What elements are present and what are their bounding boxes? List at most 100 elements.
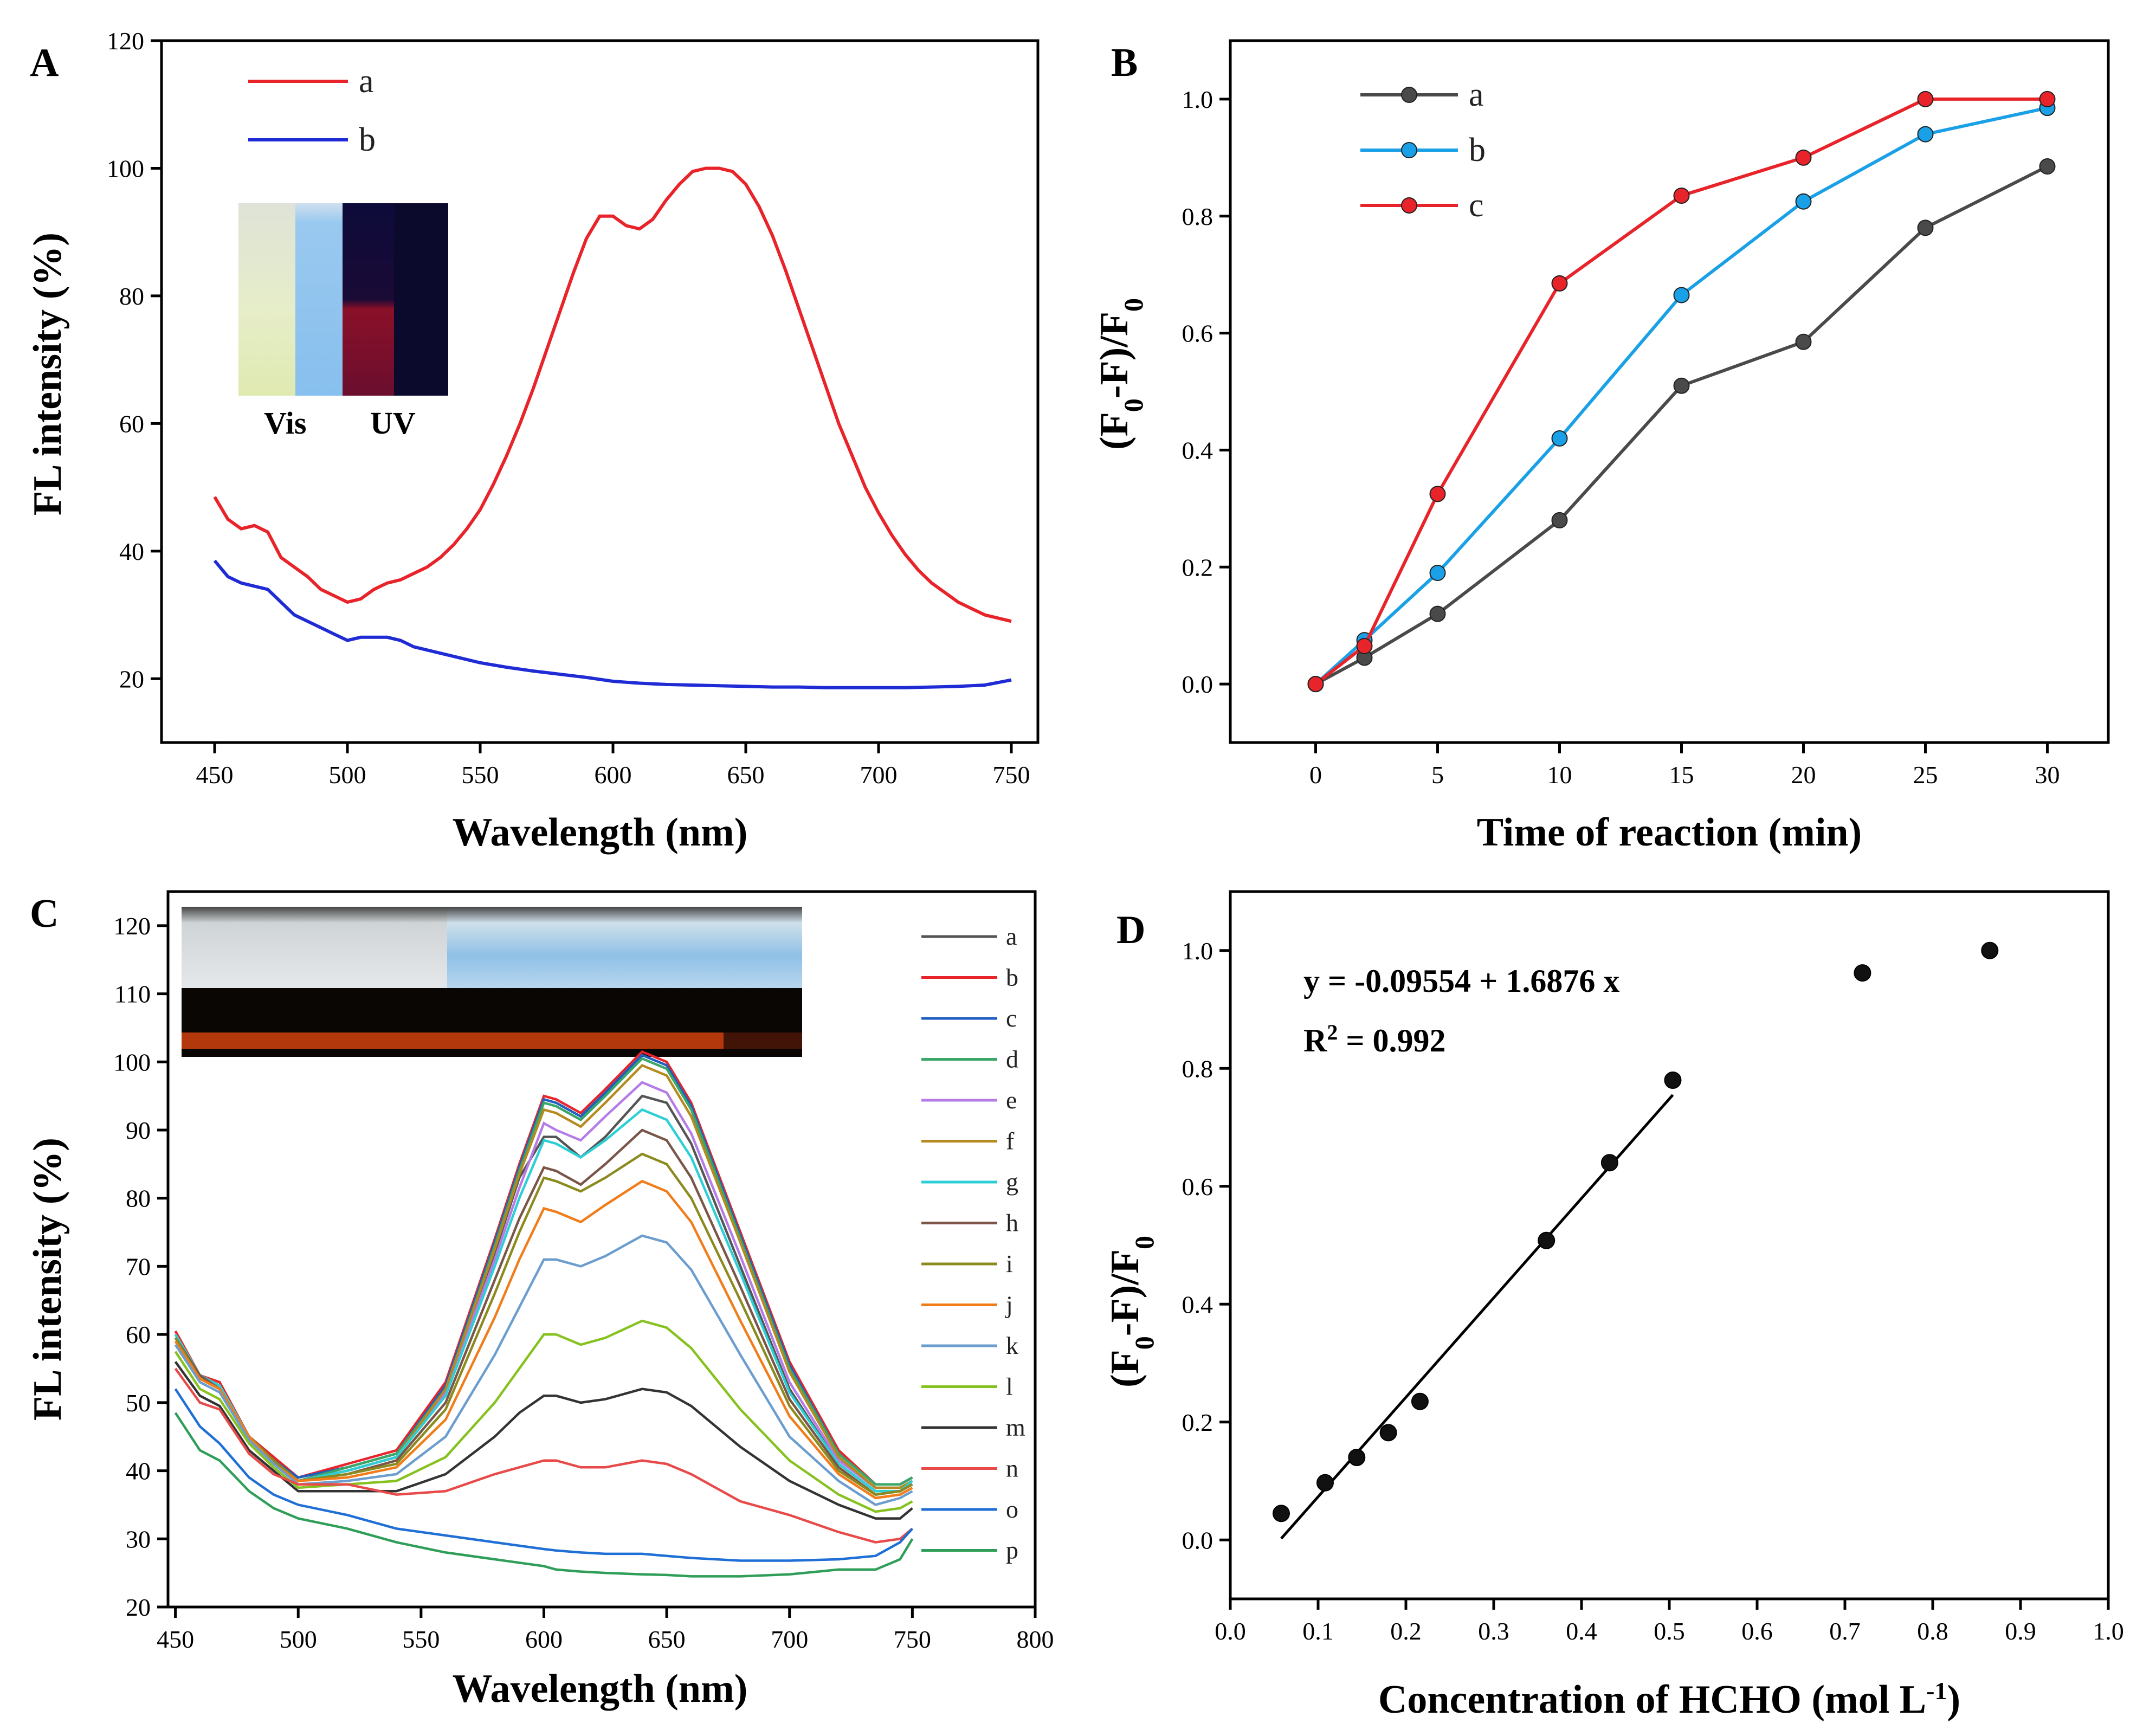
y-tick-label-a: 60 (119, 410, 144, 437)
x-tick-label-b: 10 (1547, 761, 1572, 789)
vial-uv-dark (394, 203, 448, 396)
series-line-b-c (1314, 97, 2048, 686)
legend-label-c-c: c (1006, 1004, 1017, 1032)
x-tick-label-a: 700 (860, 761, 898, 789)
x-tick-label-b: 20 (1791, 761, 1816, 789)
data-point-b-c (1673, 187, 1690, 204)
x-axis-label-b: Time of reaction (min) (1477, 810, 1862, 855)
legend-marker-b-b (1401, 142, 1417, 158)
y-axis-label-d: (F0-F)/F0 (1103, 1236, 1159, 1387)
legend-label-c-d: d (1006, 1046, 1018, 1073)
vials-vis-blue-region (447, 907, 802, 988)
series-line-c-i (174, 1152, 913, 1496)
panel-letter-d: D (1116, 908, 1145, 952)
fit-equation: y = -0.09554 + 1.6876 x (1303, 963, 1619, 999)
series-line-c-m (174, 1361, 913, 1520)
legend-label-a-b: b (359, 121, 376, 158)
legend-label-c-k: k (1006, 1332, 1018, 1359)
y-tick-label-c: 30 (126, 1525, 151, 1553)
y-tick-label-a: 20 (119, 665, 144, 693)
y-tick-label-c: 70 (126, 1253, 151, 1280)
data-point-b-a (1429, 605, 1446, 622)
x-tick-label-b: 25 (1913, 761, 1938, 789)
data-point-d (1664, 1072, 1682, 1089)
data-point-d (1379, 1424, 1397, 1442)
y-tick-label-a: 100 (107, 154, 144, 182)
legend-label-c-b: b (1006, 964, 1018, 991)
legend-label-c-m: m (1006, 1414, 1025, 1441)
data-point-d (1981, 941, 1999, 959)
y-tick-label-b: 1.0 (1182, 86, 1213, 113)
data-point-b-b (1795, 193, 1812, 210)
data-point-b-a (1551, 512, 1568, 528)
legend-label-a-a: a (359, 63, 374, 100)
x-tick-label-b: 0 (1309, 761, 1322, 789)
vial-vis-blue (295, 203, 343, 396)
plot-frame-c (166, 890, 1037, 1609)
x-tick-label-c: 750 (894, 1625, 931, 1653)
y-tick-label-c: 90 (126, 1117, 151, 1144)
legend-label-b-b: b (1469, 132, 1486, 169)
y-tick-label-c: 40 (126, 1457, 151, 1485)
data-point-d (1316, 1474, 1334, 1492)
x-axis-label-a: Wavelength (nm) (453, 810, 748, 855)
y-tick-label-b: 0.4 (1182, 436, 1213, 464)
y-tick-label-b: 0.2 (1182, 553, 1213, 581)
x-tick-label-a: 550 (462, 761, 499, 789)
y-tick-label-c: 50 (126, 1389, 151, 1417)
data-point-b-c (2039, 91, 2056, 107)
data-point-b-b (1917, 126, 1934, 143)
legend-label-c-h: h (1006, 1209, 1018, 1237)
y-tick-label-c: 120 (113, 912, 151, 940)
x-tick-label-a: 650 (727, 761, 765, 789)
x-tick-label-c: 650 (648, 1625, 686, 1653)
data-point-b-c (1795, 149, 1812, 166)
x-tick-label-d: 0.4 (1566, 1617, 1597, 1645)
legend-label-c-j: j (1005, 1291, 1013, 1319)
series-line-c-b (174, 1050, 913, 1486)
y-tick-label-d: 0.6 (1182, 1173, 1213, 1201)
x-axis-label-c: Wavelength (nm) (453, 1667, 748, 1711)
y-tick-label-c: 80 (126, 1185, 151, 1212)
series-line-c-j (174, 1179, 913, 1500)
y-tick-label-d: 0.8 (1182, 1055, 1213, 1082)
vials-uv-glow-fade (724, 1032, 802, 1049)
x-tick-label-b: 15 (1669, 761, 1694, 789)
data-point-d (1411, 1392, 1429, 1410)
inset-label-vis: Vis (264, 405, 306, 441)
x-tick-label-a: 600 (595, 761, 632, 789)
legend-marker-b-a (1401, 87, 1417, 103)
legend-marker-b-c (1401, 197, 1417, 214)
y-tick-label-c: 60 (126, 1321, 151, 1348)
x-tick-label-b: 30 (2035, 761, 2060, 789)
inset-photo-a: Vis UV (238, 203, 448, 441)
legend-label-c-p: p (1006, 1537, 1018, 1564)
data-point-d (1600, 1154, 1618, 1172)
y-axis-label-a: FL intensity (%) (25, 233, 70, 515)
x-tick-label-c: 700 (771, 1625, 808, 1653)
legend-label-b-c: c (1469, 187, 1484, 224)
legend-label-c-e: e (1006, 1086, 1017, 1114)
y-tick-label-b: 0.0 (1182, 670, 1213, 698)
data-point-b-c (1551, 275, 1568, 292)
y-tick-label-b: 0.6 (1182, 320, 1213, 347)
x-tick-label-d: 0.3 (1478, 1617, 1509, 1645)
legend-label-c-g: g (1006, 1168, 1018, 1196)
legend-label-c-l: l (1006, 1373, 1013, 1401)
series-line-c-h (174, 1128, 913, 1496)
series-line-c-k (174, 1234, 913, 1506)
series-line-c-f (174, 1063, 913, 1489)
y-axis-label-b: (F0-F)/F0 (1092, 298, 1148, 450)
series-line-b-a (1315, 165, 2048, 686)
vial-uv-red (343, 203, 394, 396)
y-tick-label-c: 100 (113, 1048, 151, 1076)
y-tick-label-c: 20 (126, 1593, 151, 1621)
data-point-b-b (1551, 430, 1568, 447)
data-point-b-c (1917, 91, 1934, 107)
series-line-c-o (174, 1388, 914, 1562)
x-tick-label-a: 450 (196, 761, 234, 789)
y-tick-label-a: 80 (119, 282, 144, 310)
series-line-b-b (1314, 106, 2048, 686)
data-point-b-a (2039, 158, 2056, 175)
